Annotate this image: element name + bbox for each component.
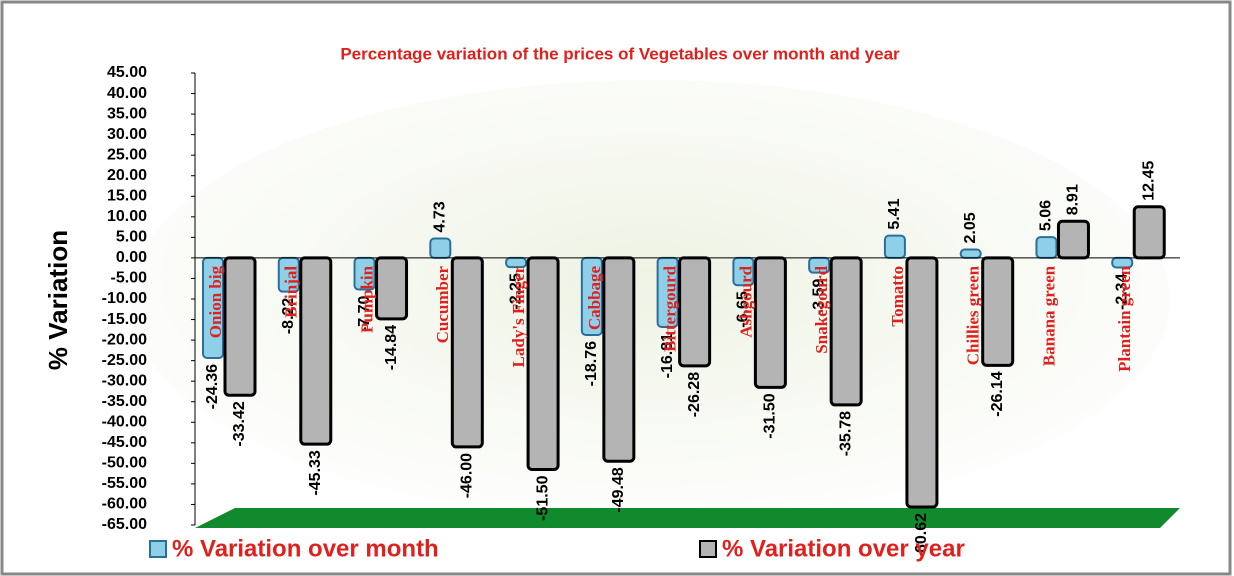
y-tick-label: -60.00 — [102, 496, 147, 513]
value-label: 2.05 — [962, 212, 979, 243]
x-tick-label: Pumpkin — [357, 265, 376, 333]
floor — [195, 508, 1180, 528]
y-tick-label: -15.00 — [102, 311, 147, 328]
x-tick-label: Cucumber — [433, 265, 452, 343]
bar — [602, 256, 636, 463]
bar — [678, 256, 712, 368]
chart-title: Percentage variation of the prices of Ve… — [340, 44, 900, 63]
bar — [905, 256, 939, 509]
x-tick-label: Snakegourd — [812, 265, 831, 353]
bar — [959, 248, 982, 259]
y-tick-label: -40.00 — [102, 413, 147, 430]
value-label: -31.50 — [762, 393, 779, 438]
bar — [505, 256, 528, 269]
value-label: -26.14 — [989, 371, 1006, 416]
bar — [1132, 205, 1166, 260]
value-label: -60.62 — [913, 513, 930, 558]
value-label: -33.42 — [231, 401, 248, 446]
value-label: -35.78 — [837, 411, 854, 456]
bar — [223, 256, 257, 397]
value-label: -7.70 — [356, 295, 373, 332]
y-tick-label: 40.00 — [107, 85, 147, 102]
y-tick-label: -30.00 — [102, 372, 147, 389]
value-label: 4.73 — [432, 201, 449, 232]
x-tick-label: Onion big — [206, 265, 225, 338]
bar — [299, 256, 333, 446]
bar — [829, 256, 863, 407]
y-axis-label: % Variation — [43, 230, 73, 370]
value-label: -51.50 — [534, 475, 551, 520]
y-tick-label: -45.00 — [102, 434, 147, 451]
bar — [429, 237, 452, 259]
value-label: -6.65 — [735, 291, 752, 328]
value-label: 5.06 — [1038, 200, 1055, 231]
legend-label: % Variation over year — [722, 535, 965, 562]
x-tick-label: Tomatto — [888, 266, 907, 327]
y-tick-label: -65.00 — [102, 516, 147, 533]
value-label: 12.45 — [1140, 161, 1157, 201]
bar — [753, 256, 787, 389]
y-tick-label: 5.00 — [116, 229, 147, 246]
bar — [981, 256, 1015, 367]
bar — [1056, 219, 1090, 260]
x-tick-label: Brinjal — [282, 266, 301, 318]
value-label: -3.59 — [810, 279, 827, 316]
bar — [883, 234, 906, 259]
legend-swatch — [699, 540, 717, 558]
value-label: -24.36 — [204, 364, 221, 409]
x-tick-label: Banana green — [1039, 265, 1058, 366]
legend-label: % Variation over month — [172, 535, 439, 562]
bar — [450, 256, 484, 449]
value-label: -2.25 — [507, 273, 524, 310]
y-tick-label: -25.00 — [102, 352, 147, 369]
legend-swatch — [149, 540, 167, 558]
y-tick-label: 25.00 — [107, 146, 147, 163]
bar — [375, 256, 409, 321]
value-label: -26.28 — [686, 372, 703, 417]
value-label: 8.91 — [1065, 184, 1082, 215]
bar — [526, 256, 560, 472]
bar — [1035, 236, 1058, 259]
value-label: -46.00 — [459, 453, 476, 498]
x-tick-label: Chillies green — [964, 265, 983, 365]
y-tick-label: 10.00 — [107, 208, 147, 225]
y-tick-label: -10.00 — [102, 290, 147, 307]
y-tick-label: 45.00 — [107, 64, 147, 81]
y-tick-label: -5.00 — [111, 270, 148, 287]
value-label: -16.81 — [659, 333, 676, 378]
value-label: -18.76 — [583, 341, 600, 386]
y-tick-label: 30.00 — [107, 126, 147, 143]
y-tick-label: -35.00 — [102, 393, 147, 410]
value-label: -49.48 — [610, 467, 627, 512]
x-tick-label: Ashgourd — [736, 265, 755, 337]
value-label: -2.34 — [1113, 273, 1130, 310]
value-label: -45.33 — [307, 450, 324, 495]
value-label: 5.41 — [886, 198, 903, 229]
y-tick-label: -55.00 — [102, 475, 147, 492]
y-tick-label: 0.00 — [116, 249, 147, 266]
y-tick-label: 35.00 — [107, 105, 147, 122]
y-tick-label: 20.00 — [107, 167, 147, 184]
value-label: -8.22 — [280, 298, 297, 335]
y-tick-label: -20.00 — [102, 331, 147, 348]
x-tick-label: Lady's Finger — [509, 265, 528, 367]
value-label: -14.84 — [383, 325, 400, 370]
x-tick-label: Plantain green — [1115, 265, 1134, 371]
x-tick-label: Cabbage — [585, 265, 604, 330]
y-tick-label: -50.00 — [102, 455, 147, 472]
y-tick-label: 15.00 — [107, 187, 147, 204]
x-tick-label: Bittergourd — [661, 265, 680, 351]
